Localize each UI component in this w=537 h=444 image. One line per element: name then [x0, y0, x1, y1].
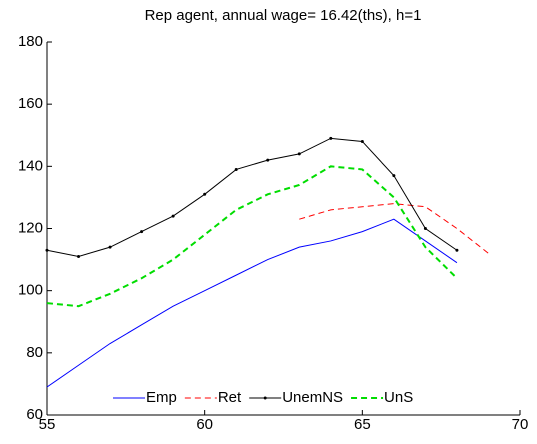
point — [392, 174, 396, 178]
point — [266, 158, 270, 162]
point — [77, 254, 81, 258]
y-tick-label: 140 — [18, 157, 43, 174]
point — [360, 139, 364, 143]
point — [329, 136, 333, 140]
point — [203, 192, 207, 196]
legend-label: UnemNS — [282, 389, 343, 406]
x-tick-label: 55 — [39, 416, 56, 433]
point — [171, 214, 175, 218]
point — [234, 167, 238, 171]
series-line — [46, 165, 458, 308]
y-tick-label: 100 — [18, 282, 43, 299]
point — [45, 248, 49, 252]
chart-title: Rep agent, annual wage= 16.42(ths), h=1 — [145, 7, 422, 24]
y-tick-label: 180 — [18, 33, 43, 50]
point — [455, 248, 459, 252]
legend-label: Ret — [218, 389, 242, 406]
point — [140, 230, 144, 234]
y-tick-label: 60 — [26, 406, 43, 423]
point — [108, 245, 112, 249]
legend-label: UnS — [384, 389, 413, 406]
y-tick-label: 120 — [18, 219, 43, 236]
legend-marker — [263, 396, 267, 400]
series-line — [46, 137, 458, 257]
point — [297, 152, 301, 156]
legend: Emp Ret UnemNS UnS — [113, 389, 413, 406]
x-tick-label: 65 — [354, 416, 371, 433]
y-tick-label: 160 — [18, 95, 43, 112]
x-tick-label: 60 — [196, 416, 213, 433]
point — [423, 227, 427, 230]
series-line — [46, 218, 458, 388]
x-tick-label: 70 — [512, 416, 529, 433]
legend-label: Emp — [146, 389, 177, 406]
y-tick-label: 80 — [26, 344, 43, 361]
series-line — [299, 203, 489, 254]
